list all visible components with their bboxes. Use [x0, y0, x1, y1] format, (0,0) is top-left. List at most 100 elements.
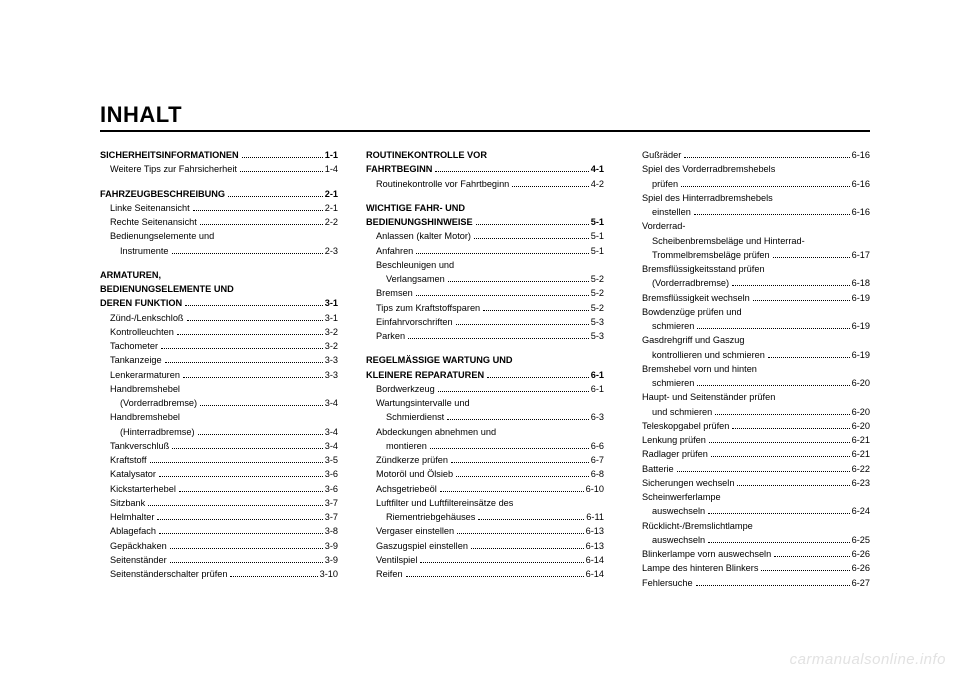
toc-label: FAHRZEUGBESCHREIBUNG	[100, 187, 225, 201]
toc-label: Tachometer	[110, 339, 158, 353]
section-gap	[100, 177, 338, 187]
toc-page: 3-6	[325, 482, 338, 496]
toc-label: Scheinwerferlampe	[642, 490, 721, 504]
toc-label: Beschleunigen und	[376, 258, 454, 272]
toc-page: 6-24	[852, 504, 870, 518]
toc-page: 6-20	[852, 405, 870, 419]
toc-entry: prüfen 6-16	[632, 177, 870, 191]
toc-entry: Spiel des Vorderradbremshebels	[632, 162, 870, 176]
toc-leader	[773, 252, 850, 258]
toc-label: Lenkerarmaturen	[110, 368, 180, 382]
toc-label: Handbremshebel	[110, 382, 180, 396]
section-gap	[366, 343, 604, 353]
toc-label: Schmierdienst	[386, 410, 444, 424]
toc-leader	[457, 528, 583, 534]
toc-label: (Vorderradbremse)	[120, 396, 197, 410]
toc-label: Weitere Tips zur Fahrsicherheit	[110, 162, 237, 176]
toc-entry: Bedienungselemente und	[100, 229, 338, 243]
toc-heading-entry: FAHRTBEGINN 4-1	[366, 162, 604, 176]
toc-entry: Schmierdienst 6-3	[366, 410, 604, 424]
toc-entry: Bremsflüssigkeit wechseln 6-19	[632, 291, 870, 305]
toc-leader	[228, 191, 323, 197]
toc-entry: Handbremshebel	[100, 382, 338, 396]
toc-label: auswechseln	[652, 533, 705, 547]
toc-page: 3-1	[325, 296, 338, 310]
toc-leader	[451, 457, 589, 463]
toc-label: Wartungsintervalle und	[376, 396, 470, 410]
toc-entry: Vergaser einstellen 6-13	[366, 524, 604, 538]
toc-page: 5-1	[591, 215, 604, 229]
toc-leader	[240, 166, 323, 172]
toc-entry: Riementriebgehäuses 6-11	[366, 510, 604, 524]
toc-leader	[737, 480, 849, 486]
toc-heading-entry: BEDIENUNGSHINWEISE 5-1	[366, 215, 604, 229]
toc-leader	[732, 280, 850, 286]
toc-leader	[483, 305, 589, 311]
toc-entry: Handbremshebel	[100, 410, 338, 424]
toc-entry: Rechte Seitenansicht 2-2	[100, 215, 338, 229]
toc-leader	[172, 248, 323, 254]
toc-page: 3-3	[325, 368, 338, 382]
toc-page: 5-1	[591, 244, 604, 258]
toc-label: Zündkerze prüfen	[376, 453, 448, 467]
toc-leader	[471, 543, 584, 549]
toc-page: 6-14	[586, 553, 604, 567]
toc-page: 6-16	[852, 205, 870, 219]
toc-columns: SICHERHEITSINFORMATIONEN 1-1Weitere Tips…	[100, 148, 870, 590]
toc-label: Batterie	[642, 462, 674, 476]
toc-label: KLEINERE REPARATUREN	[366, 368, 484, 382]
toc-entry: Reifen 6-14	[366, 567, 604, 581]
toc-label: Verlangsamen	[386, 272, 445, 286]
toc-leader	[435, 166, 588, 172]
toc-leader	[708, 508, 849, 514]
toc-entry: Vorderrad-	[632, 219, 870, 233]
toc-entry: (Vorderradbremse) 6-18	[632, 276, 870, 290]
toc-leader	[697, 380, 849, 386]
toc-leader	[711, 451, 850, 457]
toc-label: Reifen	[376, 567, 403, 581]
toc-page: 5-2	[591, 286, 604, 300]
toc-entry: einstellen 6-16	[632, 205, 870, 219]
toc-column-3: Gußräder 6-16Spiel des Vorderradbremsheb…	[632, 148, 870, 590]
toc-page: 5-2	[591, 272, 604, 286]
toc-label: (Vorderradbremse)	[652, 276, 729, 290]
toc-page: 6-16	[852, 148, 870, 162]
toc-label: Haupt- und Seitenständer prüfen	[642, 390, 775, 404]
toc-page: 3-9	[325, 539, 338, 553]
toc-leader	[170, 557, 323, 563]
toc-page: 1-4	[325, 162, 338, 176]
toc-label: auswechseln	[652, 504, 705, 518]
toc-page: 3-8	[325, 524, 338, 538]
toc-leader	[761, 565, 849, 571]
toc-leader	[179, 486, 323, 492]
toc-entry: (Hinterradbremse) 3-4	[100, 425, 338, 439]
toc-label: (Hinterradbremse)	[120, 425, 195, 439]
toc-label: Bowdenzüge prüfen und	[642, 305, 742, 319]
toc-page: 3-4	[325, 396, 338, 410]
page-title: INHALT	[100, 102, 870, 128]
toc-label: Lampe des hinteren Blinkers	[642, 561, 758, 575]
toc-entry: Katalysator 3-6	[100, 467, 338, 481]
toc-label: Riementriebgehäuses	[386, 510, 475, 524]
toc-page: 3-7	[325, 510, 338, 524]
toc-entry: Kontrolleuchten 3-2	[100, 325, 338, 339]
toc-label: und schmieren	[652, 405, 712, 419]
toc-leader	[768, 352, 850, 358]
toc-label: DEREN FUNKTION	[100, 296, 182, 310]
toc-page: 3-6	[325, 467, 338, 481]
toc-leader	[242, 152, 323, 158]
toc-leader	[185, 300, 323, 306]
toc-entry: Bordwerkzeug 6-1	[366, 382, 604, 396]
toc-leader	[177, 329, 323, 335]
toc-page: 5-1	[591, 229, 604, 243]
toc-entry: Ventilspiel 6-14	[366, 553, 604, 567]
toc-label: Linke Seitenansicht	[110, 201, 190, 215]
toc-entry: montieren 6-6	[366, 439, 604, 453]
toc-entry: Anlassen (kalter Motor) 5-1	[366, 229, 604, 243]
toc-entry: Radlager prüfen 6-21	[632, 447, 870, 461]
toc-label: Bremshebel vorn und hinten	[642, 362, 757, 376]
toc-label: einstellen	[652, 205, 691, 219]
toc-entry: und schmieren 6-20	[632, 405, 870, 419]
toc-leader	[478, 514, 584, 520]
toc-entry: Beschleunigen und	[366, 258, 604, 272]
